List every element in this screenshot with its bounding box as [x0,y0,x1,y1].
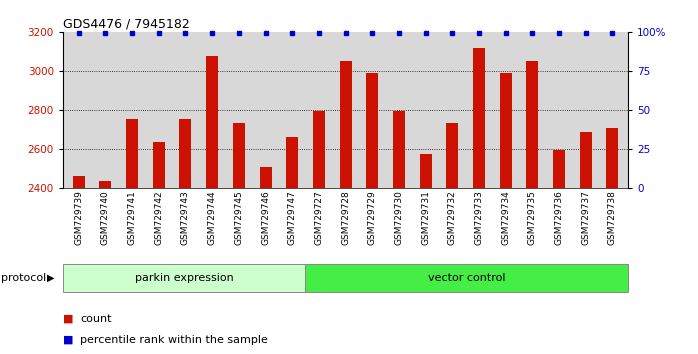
Bar [526,61,538,188]
Bar [500,73,512,188]
Bar [606,128,618,188]
Bar [286,137,298,188]
Text: ▶: ▶ [47,273,55,283]
Text: protocol: protocol [1,273,46,283]
Bar [366,73,378,188]
Bar [393,111,405,188]
Bar [179,119,191,188]
Text: percentile rank within the sample: percentile rank within the sample [80,335,268,345]
Text: ■: ■ [63,335,73,345]
Bar [73,176,85,188]
Bar [313,111,325,188]
Bar [579,132,591,188]
Text: count: count [80,314,112,324]
Text: ■: ■ [63,314,73,324]
Bar [233,124,245,188]
Bar [473,48,485,188]
Bar [206,56,218,188]
Bar [260,167,272,188]
Text: GDS4476 / 7945182: GDS4476 / 7945182 [63,17,190,30]
Bar [100,181,112,188]
Text: parkin expression: parkin expression [135,273,233,283]
Bar [446,124,458,188]
Bar [126,119,138,188]
Text: vector control: vector control [428,273,505,283]
Bar [553,150,565,188]
Bar [419,154,431,188]
Bar [339,61,352,188]
Bar [153,142,165,188]
